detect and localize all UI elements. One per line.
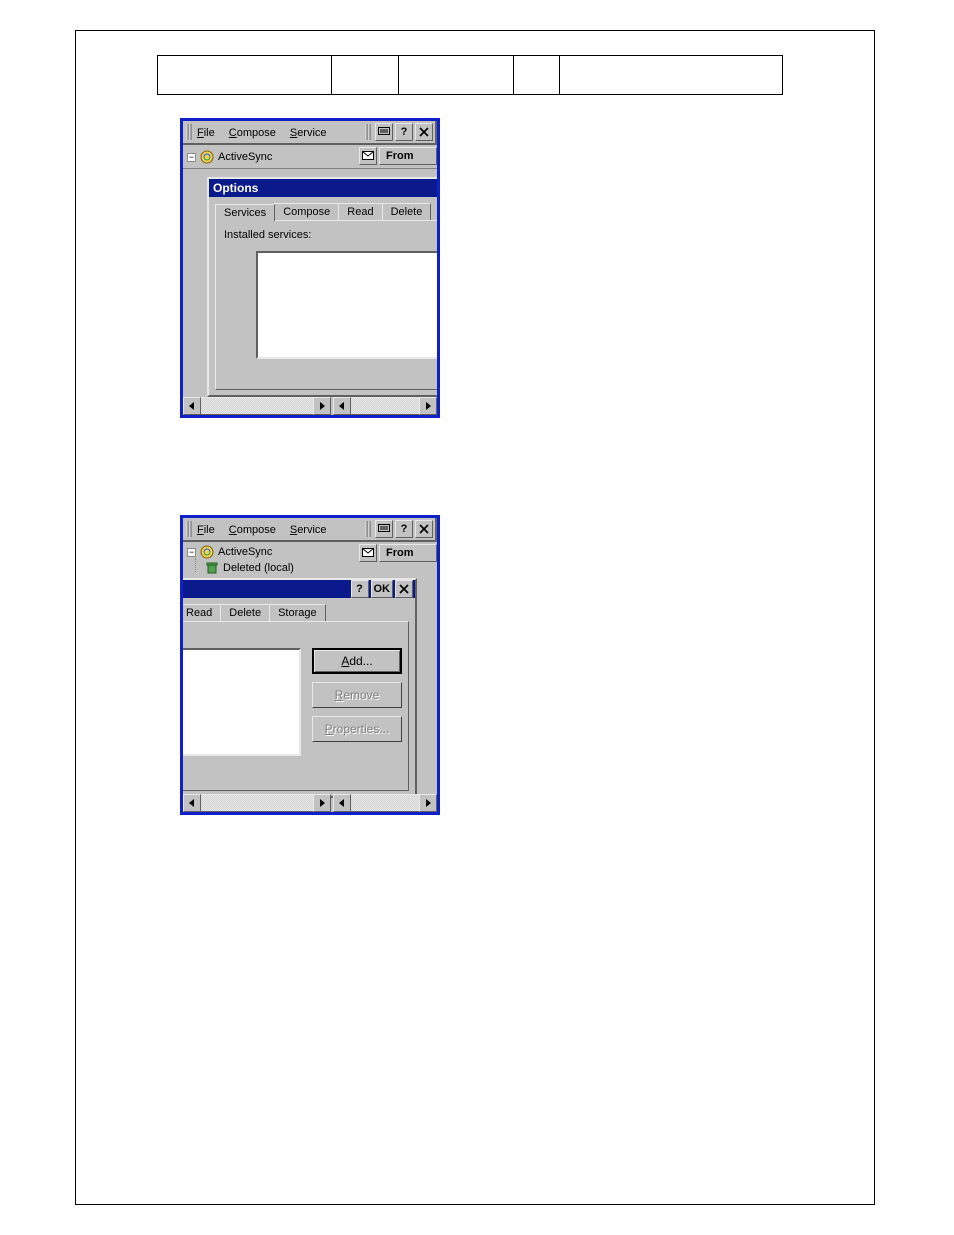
tree-child-row[interactable]: Deleted (local) xyxy=(205,560,294,576)
screenshot-1: File Compose Service ? xyxy=(180,118,440,418)
keyboard-icon[interactable] xyxy=(375,123,393,141)
expand-toggle[interactable]: − xyxy=(187,153,196,162)
tree-root-row[interactable]: − ActiveSync xyxy=(187,149,272,165)
options-titlebar: Options xyxy=(209,179,440,197)
help-icon[interactable]: ? xyxy=(395,520,413,538)
options-dialog: Options Services Compose Read Delete Ins… xyxy=(207,177,440,397)
tab-storage[interactable]: Storage xyxy=(269,604,326,621)
scroll-right-icon[interactable] xyxy=(419,397,437,415)
installed-services-label: Installed services: xyxy=(224,229,440,241)
menu-compose[interactable]: Compose xyxy=(229,127,276,139)
toolbar-right: ? xyxy=(364,520,433,538)
close-icon[interactable] xyxy=(415,520,433,538)
gripper-icon xyxy=(364,123,371,141)
scroll-left-icon[interactable] xyxy=(183,397,201,415)
dialog2-titlebar: ? OK xyxy=(180,580,415,598)
add-button[interactable]: Add... xyxy=(312,648,402,674)
tree-root-row[interactable]: − ActiveSync xyxy=(187,544,294,560)
mail-icon[interactable] xyxy=(359,544,377,562)
add-button-rest: dd... xyxy=(349,654,372,668)
menu-file[interactable]: File xyxy=(197,524,215,536)
menubar-container: File Compose Service ? xyxy=(183,518,437,542)
help-icon[interactable]: ? xyxy=(351,580,369,598)
tree-root-label: ActiveSync xyxy=(218,151,272,163)
gripper-icon xyxy=(185,123,192,141)
scroll-left-icon[interactable] xyxy=(333,397,351,415)
dialog2-tabs: Read Delete Storage xyxy=(180,604,409,621)
tree-strip: − ActiveSync From xyxy=(183,145,437,169)
dialog2-list[interactable] xyxy=(181,648,301,756)
activesync-icon xyxy=(200,545,214,559)
mail-icon[interactable] xyxy=(359,147,377,165)
column-header-from[interactable]: From xyxy=(379,544,437,562)
activesync-icon xyxy=(200,150,214,164)
header-table xyxy=(157,55,783,95)
close-icon[interactable] xyxy=(395,580,413,598)
scroll-left-icon[interactable] xyxy=(183,794,201,812)
menubar: File Compose Service xyxy=(193,123,331,143)
menu-file[interactable]: File xyxy=(197,127,215,139)
tab-read[interactable]: Read xyxy=(338,203,382,220)
expand-toggle[interactable]: − xyxy=(187,548,196,557)
properties-button: Properties... xyxy=(312,716,402,742)
tab-services[interactable]: Services xyxy=(215,204,275,221)
scroll-right-icon[interactable] xyxy=(313,397,331,415)
tree-root-label: ActiveSync xyxy=(218,546,272,558)
menu-services[interactable]: Service xyxy=(290,524,327,536)
keyboard-icon[interactable] xyxy=(375,520,393,538)
scroll-right-icon[interactable] xyxy=(313,794,331,812)
column-header-from[interactable]: From xyxy=(379,147,437,165)
tree-scrollbar[interactable] xyxy=(183,397,331,415)
menu-compose[interactable]: Compose xyxy=(229,524,276,536)
gripper-icon xyxy=(364,520,371,538)
toolbar-right: ? xyxy=(364,123,433,141)
help-icon[interactable]: ? xyxy=(395,123,413,141)
tab-delete[interactable]: Delete xyxy=(220,604,270,621)
tab-compose[interactable]: Compose xyxy=(274,203,339,220)
tree-scrollbar[interactable] xyxy=(183,794,331,812)
page: File Compose Service ? xyxy=(0,0,954,1235)
screenshot-2: File Compose Service ? − xyxy=(180,515,440,815)
tree-child-label: Deleted (local) xyxy=(223,562,294,574)
scroll-right-icon[interactable] xyxy=(419,794,437,812)
trash-icon xyxy=(205,561,219,575)
dialog-2: ? OK Read Delete Storage xyxy=(180,578,417,798)
options-tabs: Services Compose Read Delete xyxy=(215,203,440,220)
menu-services[interactable]: Service xyxy=(290,127,327,139)
tab-delete[interactable]: Delete xyxy=(382,203,432,220)
options-title: Options xyxy=(213,181,258,195)
ok-button[interactable]: OK xyxy=(371,580,394,598)
installed-services-list[interactable] xyxy=(256,251,440,359)
tab-read[interactable]: Read xyxy=(180,604,221,621)
gripper-icon xyxy=(185,520,192,538)
list-scrollbar[interactable] xyxy=(333,794,437,812)
tree-strip: − ActiveSync Deleted (local) xyxy=(183,542,437,578)
folder-tree[interactable]: − ActiveSync Deleted (local) xyxy=(187,544,294,576)
menubar: File Compose Service xyxy=(193,520,331,540)
close-icon[interactable] xyxy=(415,123,433,141)
folder-tree[interactable]: − ActiveSync xyxy=(187,149,272,165)
scroll-left-icon[interactable] xyxy=(333,794,351,812)
menubar-container: File Compose Service ? xyxy=(183,121,437,145)
list-scrollbar[interactable] xyxy=(333,397,437,415)
remove-button: Remove xyxy=(312,682,402,708)
